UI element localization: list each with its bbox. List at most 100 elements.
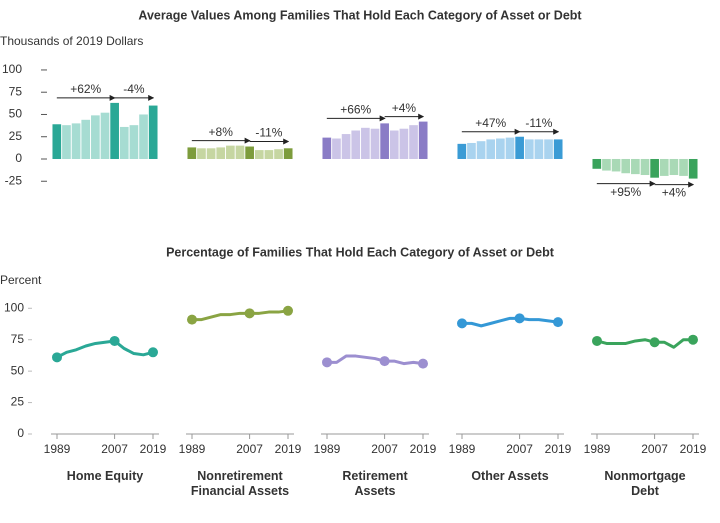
- y-tick-label: 100: [2, 62, 22, 76]
- bar: [235, 145, 245, 159]
- bottom-y-label: Percent: [0, 273, 42, 287]
- bar: [91, 115, 100, 159]
- bar: [361, 127, 370, 159]
- point: [322, 357, 332, 368]
- bar: [621, 158, 631, 174]
- point: [457, 318, 467, 329]
- line: [192, 309, 289, 322]
- bar: [534, 139, 544, 159]
- x-tick-label: 2019: [140, 442, 167, 456]
- bar: [602, 158, 611, 171]
- bar: [52, 124, 62, 159]
- bar: [197, 148, 206, 159]
- point: [649, 337, 660, 348]
- panel-label: Retirement Assets: [342, 469, 408, 498]
- point: [187, 314, 197, 325]
- bar: [611, 158, 621, 172]
- bar: [679, 158, 688, 176]
- change-label: -11%: [255, 126, 282, 140]
- bar: [264, 150, 274, 159]
- bar: [81, 119, 91, 159]
- bar: [110, 102, 119, 159]
- y-tick-label: 0: [15, 151, 22, 165]
- bar: [418, 121, 428, 159]
- bar: [389, 130, 399, 159]
- bar: [341, 134, 351, 159]
- x-tick-label: 1989: [179, 442, 206, 456]
- bar: [245, 146, 254, 159]
- point: [244, 308, 255, 319]
- bar: [187, 147, 197, 159]
- point: [148, 347, 158, 358]
- bar: [592, 158, 602, 169]
- x-tick-label: 2007: [641, 442, 668, 456]
- x-tick-label: 2019: [410, 442, 437, 456]
- bottom-title: Percentage of Families That Hold Each Ca…: [166, 245, 555, 259]
- line: [56, 339, 154, 359]
- bar: [322, 137, 332, 159]
- bar: [62, 125, 71, 159]
- x-tick-label: 2007: [101, 442, 128, 456]
- panel-label: Home Equity: [66, 469, 144, 483]
- bar: [380, 123, 389, 159]
- x-tick-label: 2019: [545, 442, 572, 456]
- x-tick-label: 1989: [584, 442, 611, 456]
- point: [553, 317, 563, 328]
- bar: [409, 125, 418, 159]
- bar: [688, 158, 698, 179]
- bar: [399, 128, 409, 159]
- change-label: +8%: [209, 125, 234, 139]
- x-tick-label: 2007: [236, 442, 263, 456]
- bar: [148, 105, 158, 159]
- bar: [640, 158, 650, 176]
- panel-label: Other Assets: [471, 469, 549, 483]
- y-tick-label: 0: [17, 426, 24, 440]
- top-y-label: Thousands of 2019 Dollars: [0, 34, 143, 48]
- change-label: +4%: [662, 186, 687, 200]
- bar: [139, 114, 148, 159]
- change-label: +66%: [340, 103, 371, 117]
- top-title: Average Values Among Families That Hold …: [138, 8, 582, 22]
- point: [592, 335, 602, 346]
- y-tick-label: 75: [9, 84, 23, 98]
- bar: [226, 145, 235, 159]
- point: [283, 305, 293, 316]
- bar: [669, 158, 679, 176]
- bar: [71, 123, 81, 159]
- line: [462, 316, 559, 328]
- bar: [100, 112, 110, 159]
- bar: [631, 158, 640, 175]
- change-label: +95%: [610, 185, 641, 199]
- x-tick-label: 2007: [506, 442, 533, 456]
- x-tick-label: 2007: [371, 442, 398, 456]
- change-label: -11%: [525, 116, 552, 130]
- bar: [206, 148, 216, 159]
- x-tick-label: 1989: [314, 442, 341, 456]
- bar: [659, 158, 669, 176]
- bar: [351, 130, 361, 159]
- bar: [553, 139, 563, 159]
- bar: [370, 128, 380, 159]
- bar: [274, 149, 283, 159]
- bar: [467, 142, 476, 159]
- change-label: +47%: [475, 116, 506, 130]
- bar: [650, 158, 659, 178]
- point: [109, 335, 120, 346]
- change-label: -4%: [123, 82, 145, 96]
- point: [52, 352, 62, 363]
- bar: [486, 139, 496, 159]
- bar: [283, 148, 293, 159]
- bar: [515, 136, 524, 159]
- x-tick-label: 2019: [680, 442, 707, 456]
- x-tick-label: 1989: [44, 442, 71, 456]
- y-tick-label: 25: [9, 129, 23, 143]
- y-tick-label: 100: [4, 300, 24, 314]
- panel-label: Nonmortgage Debt: [604, 469, 686, 498]
- line: [327, 354, 424, 366]
- bar: [332, 138, 341, 159]
- bar: [524, 139, 534, 159]
- y-tick-label: -25: [5, 173, 23, 187]
- line: [596, 338, 693, 349]
- point: [688, 334, 698, 345]
